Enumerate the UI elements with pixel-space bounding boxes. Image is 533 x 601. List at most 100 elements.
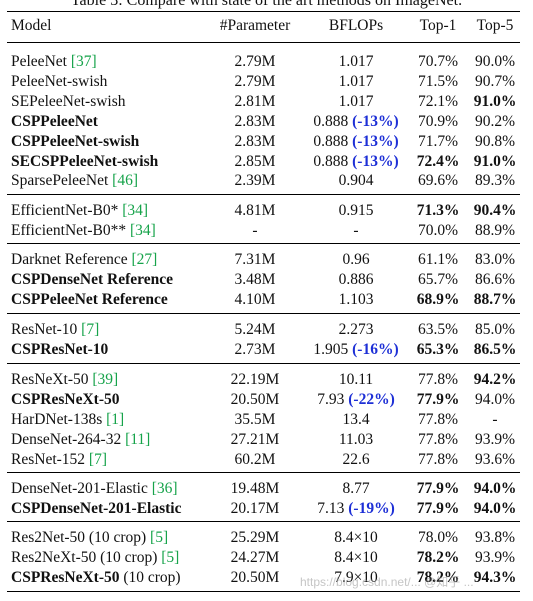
top5-cell: - xyxy=(492,410,498,428)
model-name: EfficientNet-B0** xyxy=(11,221,127,239)
citation-ref: [7] xyxy=(81,321,100,338)
model-cell: Res2Net-50 (10 crop) [5] xyxy=(11,528,168,548)
bflops-value: 8.4×10 xyxy=(334,548,378,566)
model-cell: ResNet-152 [7] xyxy=(11,450,107,470)
top1-cell: 78.2% xyxy=(416,568,460,586)
model-cell: CSPResNeXt-50 (10 crop) xyxy=(11,568,181,588)
parameter-cell: 2.39M xyxy=(234,172,276,190)
bflops-cell: 1.017 xyxy=(300,52,412,72)
bflops-cell: 2.273 xyxy=(300,320,412,340)
top1-cell: 61.1% xyxy=(417,251,459,268)
citation-ref: [39] xyxy=(92,371,119,388)
model-cell: DenseNet-201-Elastic [36] xyxy=(11,479,178,499)
citation-ref: [27] xyxy=(131,251,158,268)
top1-cell: 77.8% xyxy=(417,450,459,468)
parameter-cell: 19.48M xyxy=(230,480,280,497)
model-cell: PeleeNet-swish xyxy=(11,72,107,92)
model-cell: SparsePeleeNet [46] xyxy=(11,171,138,191)
group-rule xyxy=(7,471,520,473)
top5-cell: 94.3% xyxy=(473,568,517,586)
model-name: HarDNet-138s xyxy=(11,410,103,428)
model-name: SECSPPeleeNet-swish xyxy=(11,152,159,170)
top5-cell: 83.0% xyxy=(474,251,516,268)
top1-cell: 65.7% xyxy=(417,270,459,288)
bflops-cell: 0.915 xyxy=(300,201,412,221)
group-rule xyxy=(7,520,520,522)
top1-cell: 78.0% xyxy=(417,529,459,546)
parameter-cell: 25.29M xyxy=(230,529,280,546)
parameter-cell: 20.50M xyxy=(230,568,280,586)
bflops-value: 0.904 xyxy=(338,172,374,190)
top5-cell: 90.0% xyxy=(474,53,516,70)
bflops-cell: 0.96 xyxy=(300,250,412,270)
bflops-value: 0.888 xyxy=(313,152,349,170)
model-name: PeleeNet xyxy=(11,53,67,70)
model-name: CSPDenseNet-201-Elastic xyxy=(11,499,182,517)
bflops-cell: 0.904 xyxy=(300,171,412,191)
model-name: ResNet-152 xyxy=(11,450,86,468)
top1-cell: 71.3% xyxy=(416,202,460,219)
top5-cell: 86.5% xyxy=(473,340,517,358)
bflops-cell: 11.03 xyxy=(300,430,412,450)
bottom-rule xyxy=(7,591,520,593)
top1-cell: 78.2% xyxy=(416,548,460,566)
bflops-cell: 10.11 xyxy=(300,370,412,390)
model-name: EfficientNet-B0* xyxy=(11,202,119,219)
model-cell: PeleeNet [37] xyxy=(11,52,97,72)
top5-cell: 86.6% xyxy=(474,270,516,288)
model-cell: CSPPeleeNet-swish xyxy=(11,132,139,152)
parameter-cell: 2.79M xyxy=(234,72,276,90)
top5-cell: 93.9% xyxy=(474,430,516,448)
top1-cell: 77.9% xyxy=(416,499,460,517)
model-name: CSPResNeXt-50 xyxy=(11,390,120,408)
bflops-reduction: (-13%) xyxy=(352,152,399,170)
bflops-cell: 7.93 (-22%) xyxy=(300,390,412,410)
bflops-reduction: (-13%) xyxy=(352,112,399,130)
model-cell: CSPPeleeNet xyxy=(11,112,98,132)
parameter-cell: - xyxy=(252,221,258,239)
citation-ref: [5] xyxy=(161,548,180,566)
group-rule xyxy=(7,362,520,364)
bflops-value: - xyxy=(353,221,359,239)
model-cell: CSPPeleeNet Reference xyxy=(11,290,168,310)
bflops-value: 0.915 xyxy=(338,202,374,219)
bflops-value: 1.017 xyxy=(338,92,374,110)
parameter-cell: 2.79M xyxy=(234,53,276,70)
citation-ref: [7] xyxy=(88,450,107,468)
parameter-cell: 7.31M xyxy=(234,251,276,268)
bflops-value: 1.103 xyxy=(338,290,374,308)
header-top5: Top-5 xyxy=(476,17,514,34)
model-name: ResNet-10 xyxy=(11,321,78,338)
citation-ref: [11] xyxy=(125,430,151,448)
top5-cell: 85.0% xyxy=(474,321,516,338)
top5-cell: 93.6% xyxy=(474,450,516,468)
top5-cell: 90.2% xyxy=(474,112,516,130)
header-top1: Top-1 xyxy=(419,17,457,34)
citation-ref: [34] xyxy=(122,202,149,219)
model-cell: SEPeleeNet-swish xyxy=(11,92,126,112)
top1-cell: 70.7% xyxy=(417,53,459,70)
top5-cell: 90.4% xyxy=(473,202,517,219)
top5-cell: 89.3% xyxy=(474,172,516,190)
header-bflops: BFLOPs xyxy=(328,17,384,34)
bflops-value: 10.11 xyxy=(338,371,374,388)
model-name: DenseNet-264-32 xyxy=(11,430,122,448)
bflops-cell: 8.77 xyxy=(300,479,412,499)
model-name: CSPResNeXt-50 xyxy=(11,568,120,586)
model-cell: EfficientNet-B0* [34] xyxy=(11,201,148,221)
group-rule xyxy=(7,242,520,244)
bflops-cell: 0.886 xyxy=(300,270,412,290)
model-cell: ResNet-10 [7] xyxy=(11,320,99,340)
top1-cell: 77.9% xyxy=(416,480,460,497)
model-name: SEPeleeNet-swish xyxy=(11,92,126,110)
top5-cell: 93.8% xyxy=(474,529,516,546)
model-name: Res2NeXt-50 (10 crop) xyxy=(11,548,158,566)
top5-cell: 94.2% xyxy=(473,371,517,388)
table-caption: Table 3: Compare with state of the art m… xyxy=(70,0,463,9)
watermark: https://blog.csdn.net/... @知乎 ... xyxy=(300,575,474,589)
top5-cell: 94.0% xyxy=(473,499,517,517)
model-name: CSPDenseNet Reference xyxy=(11,270,173,288)
group-rule xyxy=(7,193,520,195)
top1-cell: 77.8% xyxy=(417,371,459,388)
parameter-cell: 2.83M xyxy=(234,132,276,150)
